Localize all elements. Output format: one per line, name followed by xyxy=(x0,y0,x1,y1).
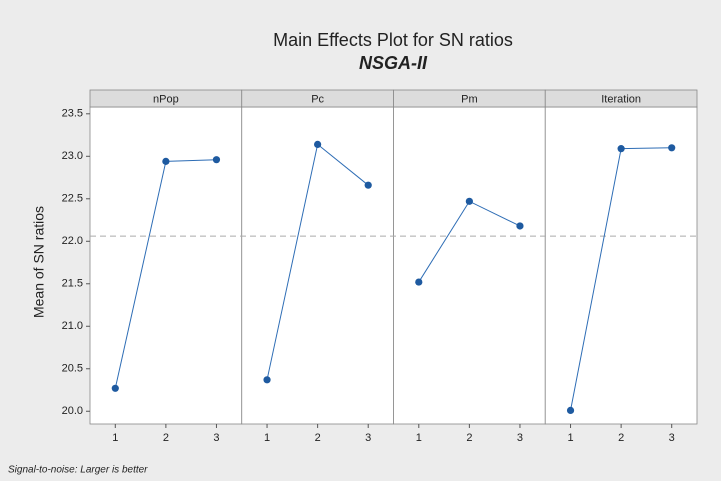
marker xyxy=(465,197,473,205)
y-tick-label: 23.0 xyxy=(62,150,83,162)
y-tick-label: 21.0 xyxy=(62,320,83,332)
x-tick-label: 2 xyxy=(618,432,624,444)
marker xyxy=(263,376,271,384)
x-tick-label: 3 xyxy=(669,432,675,444)
panel xyxy=(241,106,394,425)
panel-title: Iteration xyxy=(601,93,641,105)
marker xyxy=(566,406,575,415)
x-tick-label: 1 xyxy=(416,432,422,444)
panel xyxy=(544,106,698,425)
y-axis-label: Mean of SN ratios xyxy=(31,206,47,318)
panel-header xyxy=(544,89,698,108)
marker xyxy=(364,181,372,189)
marker xyxy=(162,157,170,165)
marker xyxy=(314,140,322,148)
marker xyxy=(111,384,119,392)
panel-title: nPop xyxy=(153,93,179,105)
x-tick-label: 3 xyxy=(365,432,371,444)
y-tick-label: 20.5 xyxy=(62,363,83,375)
marker xyxy=(415,278,423,286)
y-tick-label: 22.5 xyxy=(62,193,83,205)
x-tick-label: 1 xyxy=(112,432,118,444)
x-tick-label: 2 xyxy=(466,432,472,444)
y-tick-label: 20.0 xyxy=(62,405,83,417)
chart-title: Main Effects Plot for SN ratios xyxy=(273,30,513,50)
marker xyxy=(212,156,221,164)
footnote: Signal-to-noise: Larger is better xyxy=(8,465,148,476)
x-tick-label: 2 xyxy=(163,432,169,444)
x-tick-label: 2 xyxy=(315,432,321,444)
x-tick-label: 3 xyxy=(213,432,219,444)
panel xyxy=(393,106,546,425)
chart-subtitle: NSGA-II xyxy=(359,53,428,73)
panel-title: Pm xyxy=(461,93,478,105)
x-tick-label: 1 xyxy=(264,432,270,444)
y-tick-label: 22.0 xyxy=(62,235,83,247)
marker xyxy=(516,222,524,230)
marker xyxy=(617,145,625,153)
x-tick-label: 1 xyxy=(567,432,573,444)
panel-title: Pc xyxy=(311,93,324,105)
y-tick-label: 23.5 xyxy=(62,108,83,120)
panel xyxy=(89,106,243,425)
marker xyxy=(668,144,676,152)
y-tick-label: 21.5 xyxy=(62,278,83,290)
x-tick-label: 3 xyxy=(517,432,523,444)
